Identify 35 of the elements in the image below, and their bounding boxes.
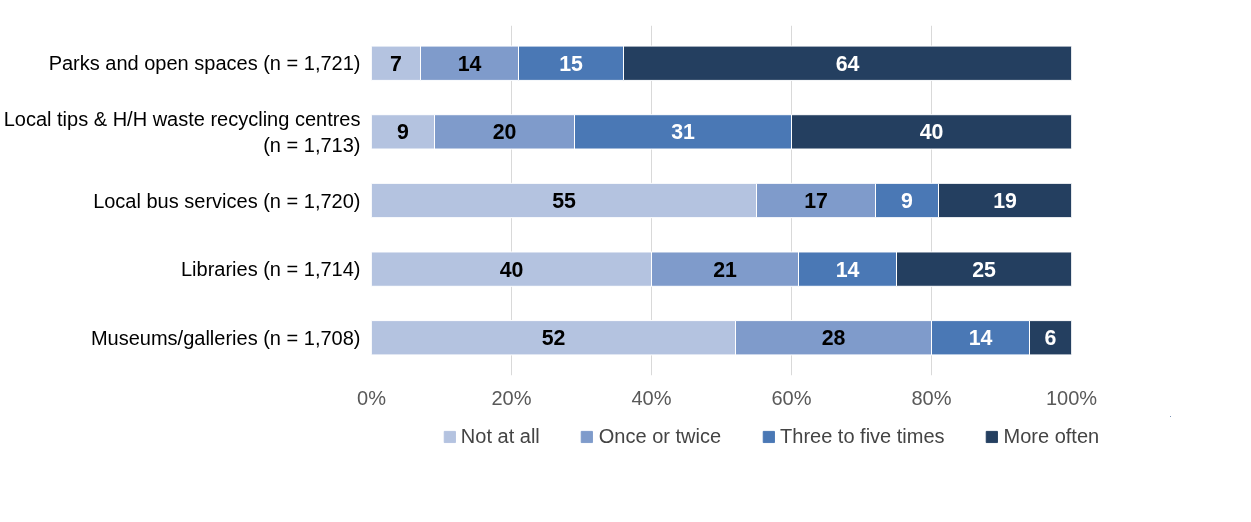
legend-label: More often	[1003, 424, 1100, 448]
data-label: 21	[713, 257, 737, 282]
data-label: 55	[552, 189, 576, 213]
data-label: 14	[835, 257, 860, 282]
data-label: 14	[968, 326, 993, 351]
legend-label: Once or twice	[598, 424, 722, 448]
x-tick-label: 20%	[491, 386, 532, 409]
data-label: 9	[397, 120, 410, 145]
y-tick-label: Libraries (n = 1,714)	[180, 258, 361, 281]
data-label: 14	[457, 51, 482, 76]
data-label: 9	[901, 189, 914, 213]
data-label: 6	[1044, 326, 1057, 351]
x-tick-label: 80%	[911, 386, 952, 409]
data-label: 17	[804, 189, 828, 213]
data-label: 52	[541, 326, 566, 351]
y-tick-label: Parks and open spaces (n = 1,721)	[48, 52, 361, 75]
data-label: 28	[821, 326, 846, 351]
data-label: 19	[993, 189, 1017, 213]
data-label: 15	[559, 51, 583, 76]
x-tick-label: 40%	[631, 386, 672, 409]
data-label: 25	[972, 257, 996, 282]
data-label: 31	[671, 120, 695, 145]
legend-label: Not at all	[460, 424, 540, 448]
legend-label: Three to five times	[780, 424, 945, 448]
data-label: 40	[919, 120, 944, 145]
data-label: 40	[499, 257, 524, 282]
x-tick-label: 60%	[771, 386, 812, 409]
y-tick-label: Local tips & H/H waste recycling centres (n = 1,713)	[3, 107, 361, 157]
data-label: 7	[390, 51, 402, 76]
x-tick-label: 0%	[357, 386, 387, 409]
y-tick-label: Museums/galleries (n = 1,708)	[90, 326, 361, 349]
data-label: 64	[835, 51, 860, 76]
data-label: 20	[492, 120, 517, 145]
y-tick-label: Local bus services (n = 1,720)	[93, 189, 361, 212]
x-tick-label: 100%	[1045, 386, 1098, 409]
